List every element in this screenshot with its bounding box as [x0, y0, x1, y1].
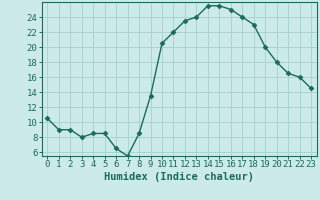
X-axis label: Humidex (Indice chaleur): Humidex (Indice chaleur) — [104, 172, 254, 182]
